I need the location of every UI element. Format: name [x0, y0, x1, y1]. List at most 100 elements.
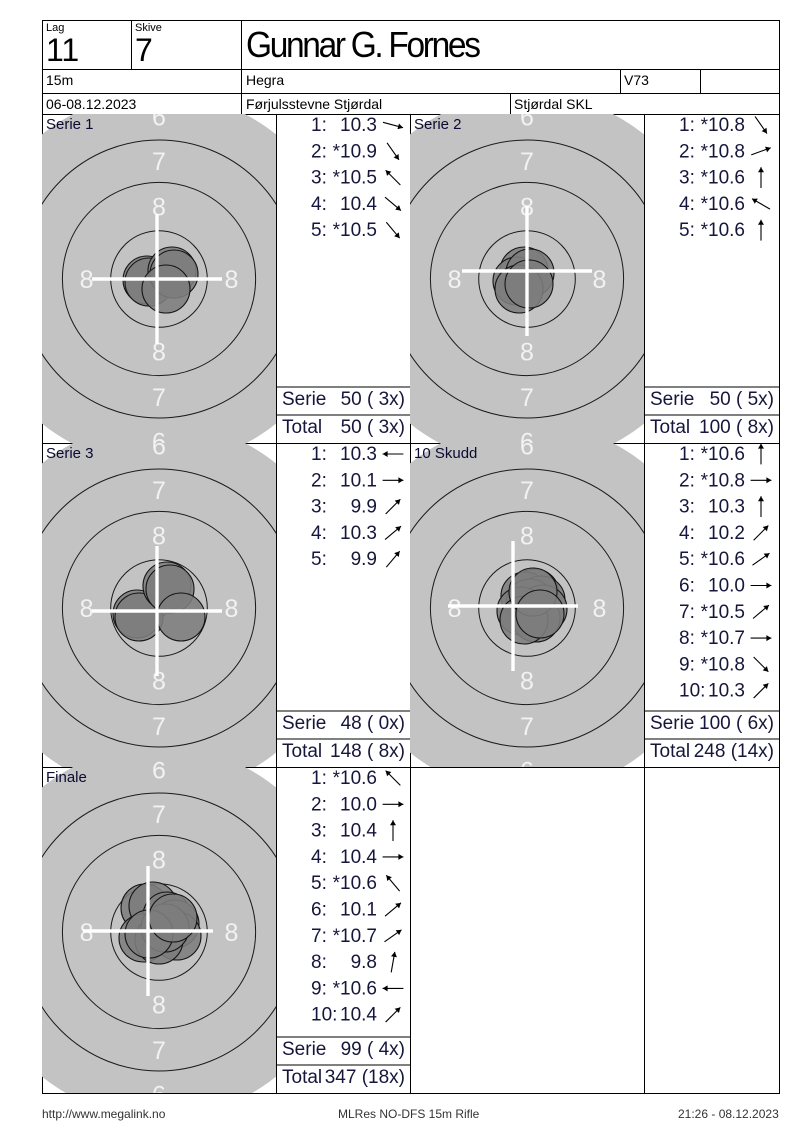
svg-text:Total: Total [650, 417, 690, 438]
svg-text:6: 6 [152, 429, 166, 444]
svg-text:5:: 5: [311, 220, 327, 241]
svg-text:3:: 3: [311, 168, 327, 189]
svg-text:3:: 3: [679, 168, 695, 189]
svg-text:6: 6 [152, 443, 166, 461]
svg-text:2:: 2: [679, 141, 695, 162]
svg-text:5:: 5: [311, 549, 327, 570]
svg-text:10:: 10: [311, 1005, 337, 1026]
svg-text:8: 8 [152, 991, 166, 1019]
svg-text:9.8: 9.8 [351, 952, 377, 973]
svg-text:10.4: 10.4 [340, 847, 377, 868]
svg-text:10.0: 10.0 [708, 576, 745, 597]
svg-text:1:: 1: [311, 444, 327, 465]
svg-text:Total: Total [282, 1067, 322, 1088]
svg-text:6:: 6: [679, 576, 695, 597]
svg-text:*10.9: *10.9 [333, 141, 377, 162]
svg-text:8: 8 [448, 595, 462, 623]
svg-text:4:: 4: [311, 194, 327, 215]
svg-text:8: 8 [152, 194, 166, 222]
svg-text:8: 8 [520, 338, 534, 366]
svg-text:6: 6 [520, 429, 534, 444]
svg-text:8: 8 [152, 847, 166, 875]
svg-text:8: 8 [80, 919, 94, 947]
svg-text:*10.8: *10.8 [701, 470, 745, 491]
svg-text:3:: 3: [311, 821, 327, 842]
svg-text:6: 6 [152, 767, 166, 785]
svg-text:6:: 6: [311, 900, 327, 921]
svg-text:Finale: Finale [46, 769, 87, 786]
svg-text:7: 7 [152, 477, 166, 505]
svg-text:10.3: 10.3 [340, 444, 377, 465]
svg-text:8: 8 [152, 667, 166, 695]
svg-text:8: 8 [152, 523, 166, 551]
svg-text:*10.6: *10.6 [701, 444, 745, 465]
svg-text:10.1: 10.1 [340, 470, 377, 491]
svg-text:8:: 8: [311, 952, 327, 973]
svg-text:6: 6 [152, 758, 166, 768]
svg-text:1:: 1: [311, 768, 327, 789]
svg-text:7: 7 [152, 801, 166, 829]
svg-text:*10.6: *10.6 [333, 768, 377, 789]
svg-text:Serie 1: Serie 1 [46, 116, 94, 133]
svg-text:*10.6: *10.6 [333, 978, 377, 999]
svg-text:7:: 7: [311, 926, 327, 947]
svg-text:8: 8 [80, 595, 94, 623]
svg-text:Serie: Serie [650, 389, 694, 410]
svg-text:7: 7 [152, 1037, 166, 1065]
svg-text:10.3: 10.3 [340, 523, 377, 544]
svg-text:*10.5: *10.5 [333, 168, 377, 189]
svg-text:Serie: Serie [650, 713, 694, 734]
svg-text:10.3: 10.3 [708, 681, 745, 702]
svg-text:10.4: 10.4 [340, 821, 377, 842]
svg-text:8: 8 [80, 266, 94, 294]
svg-text:7: 7 [520, 384, 534, 412]
svg-text:*10.8: *10.8 [701, 141, 745, 162]
svg-text:8: 8 [520, 667, 534, 695]
svg-text:*10.8: *10.8 [701, 115, 745, 136]
svg-text:*10.5: *10.5 [701, 602, 745, 623]
svg-text:50 ( 3x): 50 ( 3x) [341, 389, 405, 410]
svg-text:10.0: 10.0 [340, 794, 377, 815]
svg-text:3:: 3: [311, 497, 327, 518]
svg-text:7:: 7: [679, 602, 695, 623]
svg-text:4:: 4: [311, 847, 327, 868]
svg-text:8: 8 [224, 919, 238, 947]
svg-text:10 Skudd: 10 Skudd [414, 445, 477, 462]
svg-text:2:: 2: [311, 470, 327, 491]
svg-text:347 (18x): 347 (18x) [325, 1067, 405, 1088]
svg-text:Serie 2: Serie 2 [414, 116, 462, 133]
svg-text:9:: 9: [311, 978, 327, 999]
svg-text:10.4: 10.4 [340, 194, 377, 215]
svg-text:8:: 8: [679, 628, 695, 649]
svg-text:*10.6: *10.6 [333, 873, 377, 894]
svg-text:Serie: Serie [282, 389, 326, 410]
svg-text:2:: 2: [311, 794, 327, 815]
svg-text:7: 7 [152, 713, 166, 741]
svg-text:5:: 5: [311, 873, 327, 894]
svg-text:*10.6: *10.6 [701, 168, 745, 189]
svg-text:8: 8 [520, 523, 534, 551]
svg-text:6: 6 [520, 758, 534, 768]
svg-text:100 ( 6x): 100 ( 6x) [699, 713, 774, 734]
svg-text:10.3: 10.3 [708, 497, 745, 518]
svg-text:6: 6 [520, 443, 534, 461]
svg-text:8: 8 [152, 338, 166, 366]
svg-text:2:: 2: [311, 141, 327, 162]
svg-text:10:: 10: [679, 681, 705, 702]
svg-text:*10.8: *10.8 [701, 654, 745, 675]
svg-text:Total: Total [282, 417, 322, 438]
svg-text:10.2: 10.2 [708, 523, 745, 544]
svg-text:9.9: 9.9 [351, 497, 377, 518]
svg-text:4:: 4: [311, 523, 327, 544]
svg-text:2:: 2: [679, 470, 695, 491]
svg-text:50 ( 5x): 50 ( 5x) [710, 389, 774, 410]
svg-text:Total: Total [650, 741, 690, 762]
svg-text:1:: 1: [679, 444, 695, 465]
svg-text:Serie: Serie [282, 713, 326, 734]
svg-text:*10.6: *10.6 [701, 194, 745, 215]
svg-text:99 ( 4x): 99 ( 4x) [341, 1039, 405, 1060]
svg-text:*10.7: *10.7 [333, 926, 377, 947]
svg-text:7: 7 [152, 384, 166, 412]
svg-text:8: 8 [592, 595, 606, 623]
svg-text:10.4: 10.4 [340, 1005, 377, 1026]
